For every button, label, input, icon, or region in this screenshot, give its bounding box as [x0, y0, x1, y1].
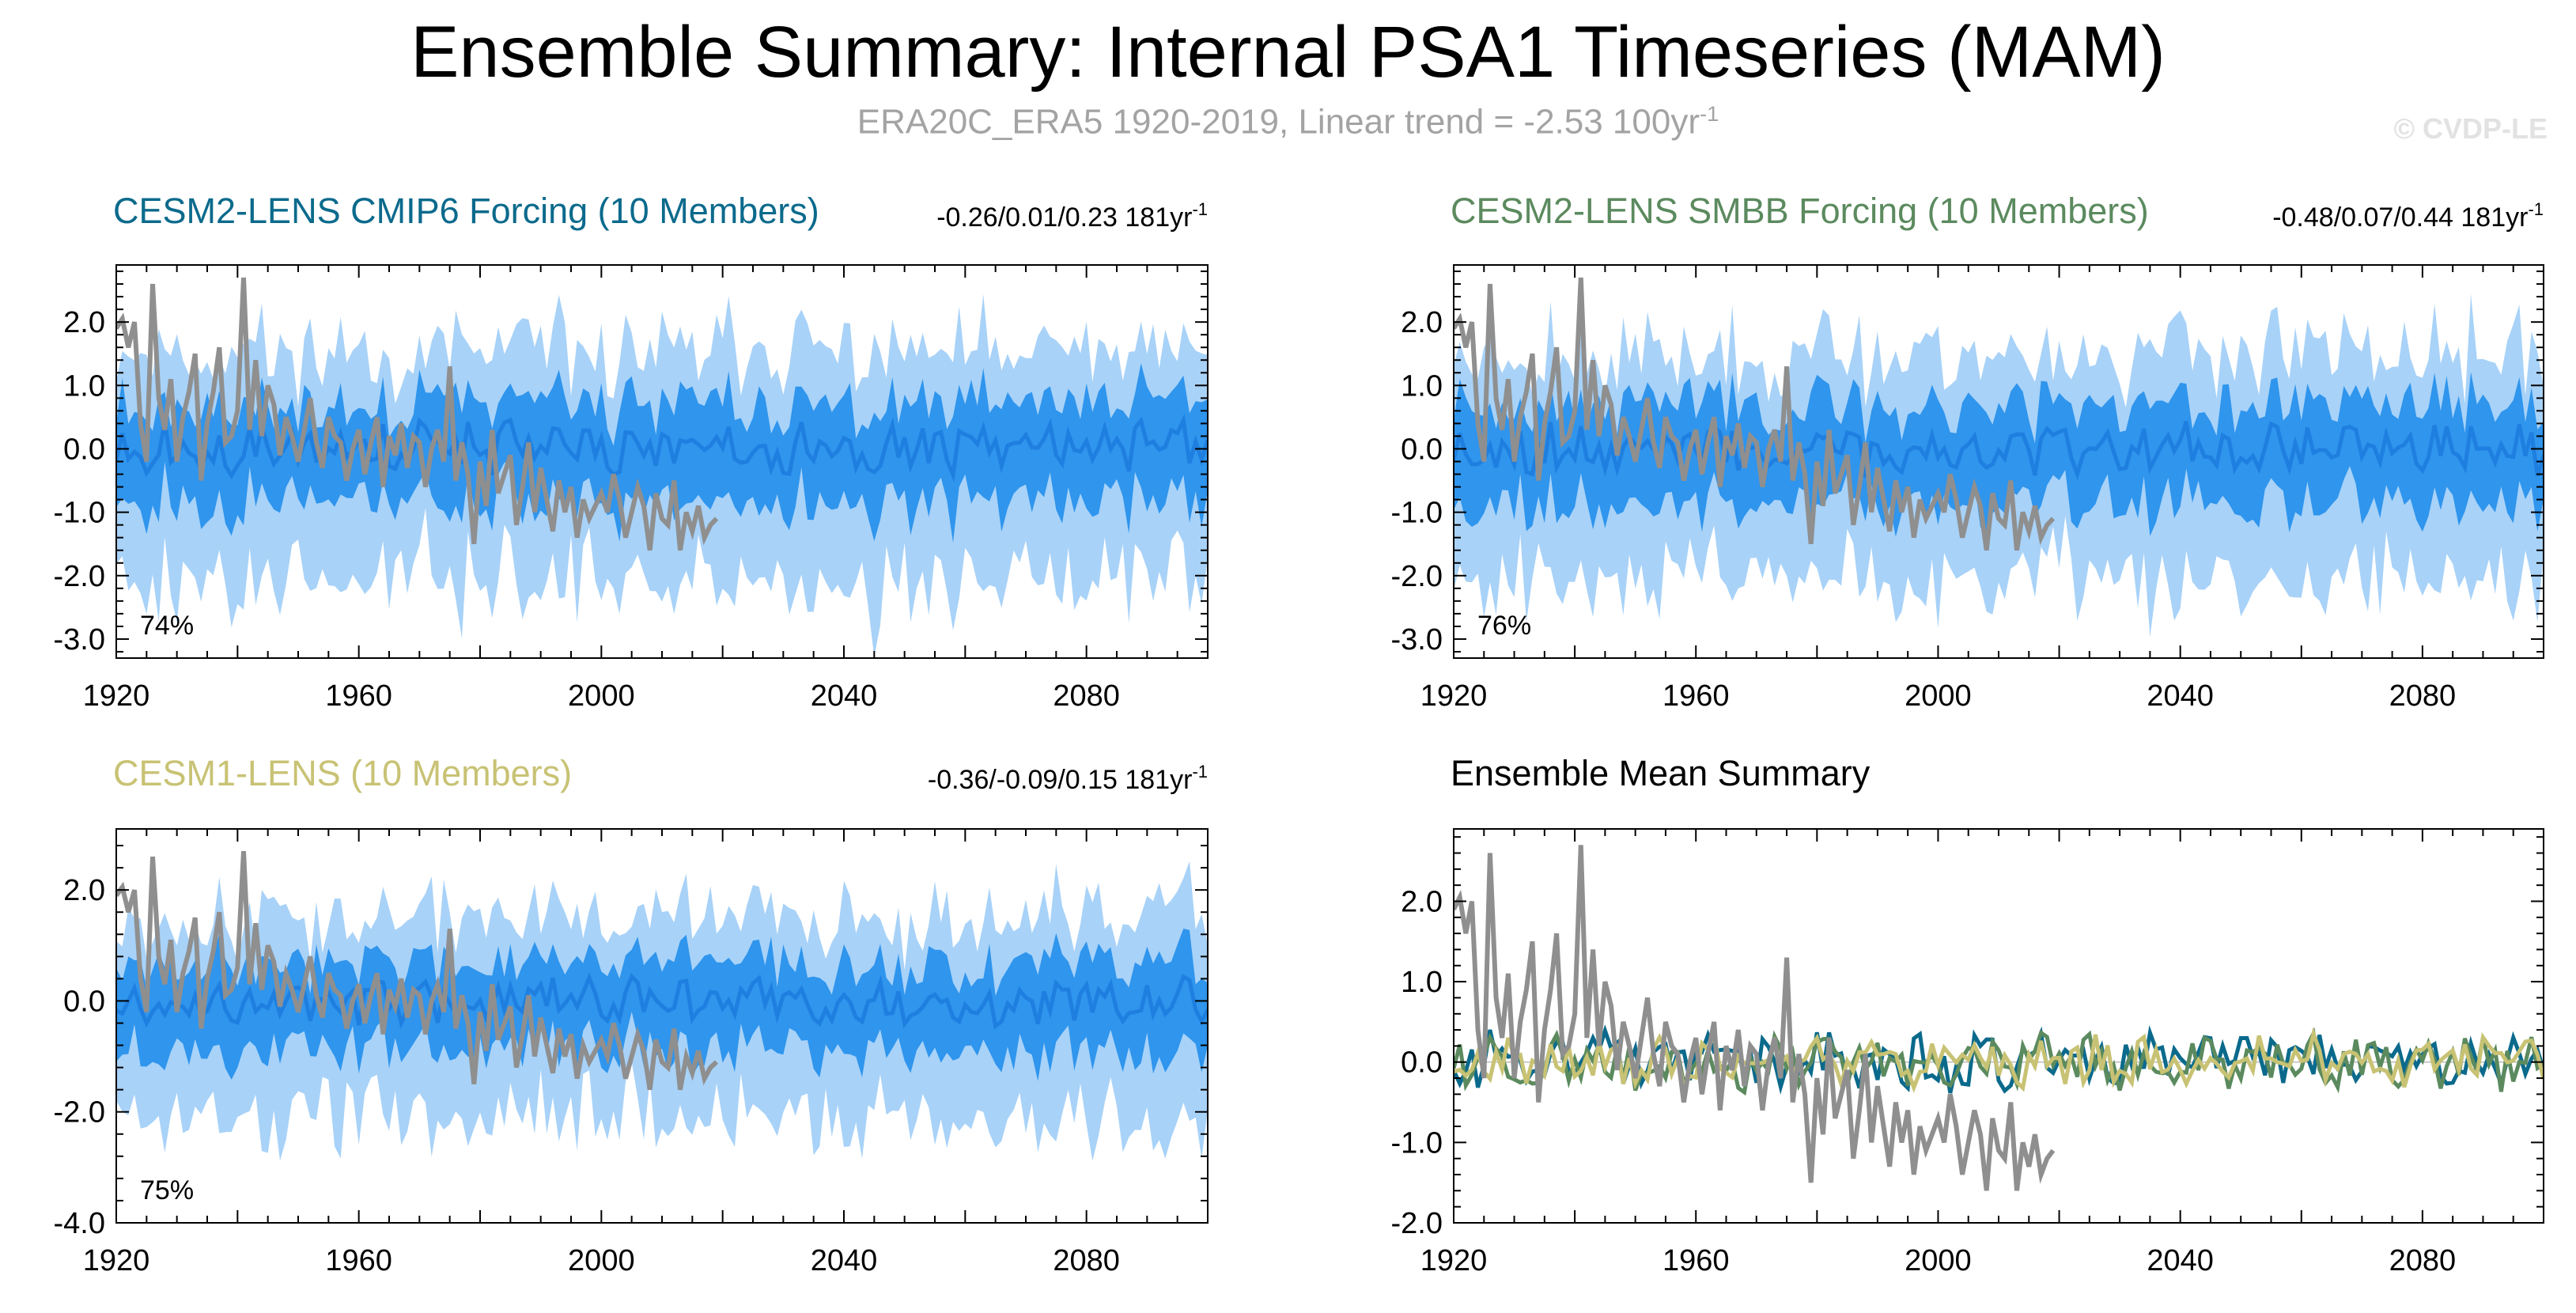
plot-area: [1454, 277, 2544, 638]
trend-label-text: -0.48/0.07/0.44 181yr: [2272, 202, 2528, 233]
percent-label: 76%: [1477, 611, 1531, 641]
y-tick-label: -2.0: [54, 560, 105, 593]
plot-area: [1454, 845, 2544, 1191]
plot-frame: [1453, 828, 2544, 1224]
observation-line: [1454, 277, 2056, 551]
x-tick-label: 1920: [1420, 679, 1488, 713]
x-tick-label: 2080: [2389, 1244, 2457, 1277]
x-tick-label: 2000: [568, 679, 635, 713]
panel-title: CESM2-LENS CMIP6 Forcing (10 Members): [113, 191, 819, 231]
trend-label-text: -0.26/0.01/0.23 181yr: [936, 202, 1192, 233]
percent-label: 74%: [140, 611, 194, 641]
trend-label-superscript: -1: [1192, 762, 1208, 781]
panel-cesm2-cmip6: 1920 1960 2000 2040 2080 2.0 1.0 0.0 -1.0 -2.0 -3.…: [54, 191, 1209, 713]
y-tick-label: -3.0: [1391, 623, 1443, 656]
observation-line: [116, 277, 719, 551]
trend-label-superscript: -1: [2528, 199, 2544, 219]
percent-label: 75%: [140, 1175, 194, 1205]
y-tick-label: -2.0: [1391, 1207, 1443, 1240]
y-tick-label: -4.0: [54, 1207, 105, 1240]
y-tick-label: 1.0: [63, 369, 105, 403]
plot-area: [116, 277, 1208, 657]
ensemble-mean-line: [1454, 420, 2544, 481]
observation-line: [1454, 845, 2056, 1191]
figure-subtitle: ERA20C_ERA5 1920-2019, Linear trend = -2…: [0, 101, 2576, 142]
y-tick-label: 2.0: [1401, 306, 1443, 339]
x-tick-label: 2000: [568, 1244, 635, 1277]
panel-cesm1: 1920 1960 2000 2040 2080 2.0 0.0 -2.0 -4.0 CESM1-…: [54, 753, 1209, 1277]
x-tick-label: 1960: [1662, 679, 1730, 713]
y-tick-label: 0.0: [63, 985, 105, 1018]
y-tick-label: 2.0: [1401, 885, 1443, 918]
mean-line-cesm1-lens-mean: [1454, 1027, 2544, 1094]
y-tick-label: -1.0: [1391, 1126, 1443, 1160]
x-tick-label: 2040: [811, 679, 878, 713]
trend-label: -0.36/-0.09/0.15 181yr-1: [928, 762, 1208, 795]
y-tick-label: -1.0: [1391, 497, 1443, 530]
trend-label-text: -0.36/-0.09/0.15 181yr: [928, 765, 1193, 795]
x-tick-label: 1920: [1420, 1244, 1488, 1277]
ensemble-mean-line: [116, 972, 1208, 1030]
y-tick-label: 2.0: [63, 874, 105, 907]
subtitle-text: ERA20C_ERA5 1920-2019, Linear trend = -2…: [857, 102, 1700, 142]
x-tick-label: 2040: [811, 1244, 878, 1277]
panel-title: CESM2-LENS SMBB Forcing (10 Members): [1451, 191, 2149, 231]
trend-label: -0.26/0.01/0.23 181yr-1: [936, 199, 1208, 233]
y-tick-label: 0.0: [63, 433, 105, 466]
panel-ensemble-mean-summary: 1920 1960 2000 2040 2080 2.0 1.0 0.0 -1.0 -2.0 Ens…: [1391, 753, 2544, 1277]
x-tick-label: 2040: [2147, 1244, 2214, 1277]
observation-line: [116, 850, 719, 1091]
x-tick-label: 1920: [83, 1244, 150, 1277]
panel-title: Ensemble Mean Summary: [1451, 753, 1871, 793]
figure-title: Ensemble Summary: Internal PSA1 Timeseri…: [410, 12, 2166, 93]
y-tick-label: 1.0: [1401, 966, 1443, 999]
x-tick-label: 1920: [83, 679, 150, 713]
y-tick-label: -1.0: [54, 497, 105, 530]
y-tick-label: 2.0: [63, 306, 105, 339]
x-tick-label: 1960: [1662, 1244, 1730, 1277]
x-tick-label: 1960: [325, 679, 392, 713]
trend-label-superscript: -1: [1192, 199, 1208, 219]
ensemble-band-inner: [116, 363, 1208, 543]
y-tick-label: -3.0: [54, 623, 105, 656]
x-tick-label: 2080: [2389, 679, 2457, 713]
x-tick-label: 2000: [1905, 1244, 1972, 1277]
x-tick-label: 2080: [1053, 679, 1120, 713]
subtitle-superscript: -1: [1700, 101, 1719, 126]
x-tick-label: 1960: [325, 1244, 392, 1277]
mean-line-cesm2-lens-smbb-forcing-mean: [1454, 1027, 2544, 1096]
y-tick-label: -2.0: [1391, 560, 1443, 593]
y-tick-label: 0.0: [1401, 1046, 1443, 1080]
watermark: © CVDP-LE: [2393, 112, 2548, 145]
y-tick-label: 1.0: [1401, 369, 1443, 403]
panel-cesm2-smbb: 1920 1960 2000 2040 2080 2.0 1.0 0.0 -1.0 -2.0 -3.…: [1391, 191, 2544, 713]
x-tick-label: 2040: [2147, 679, 2214, 713]
x-tick-label: 2000: [1905, 679, 1972, 713]
trend-label: -0.48/0.07/0.44 181yr-1: [2272, 199, 2544, 233]
y-tick-label: 0.0: [1401, 433, 1443, 466]
panel-title: CESM1-LENS (10 Members): [113, 753, 572, 793]
plot-area: [116, 850, 1208, 1161]
x-tick-label: 2080: [1053, 1244, 1120, 1277]
y-tick-label: -2.0: [54, 1096, 105, 1129]
